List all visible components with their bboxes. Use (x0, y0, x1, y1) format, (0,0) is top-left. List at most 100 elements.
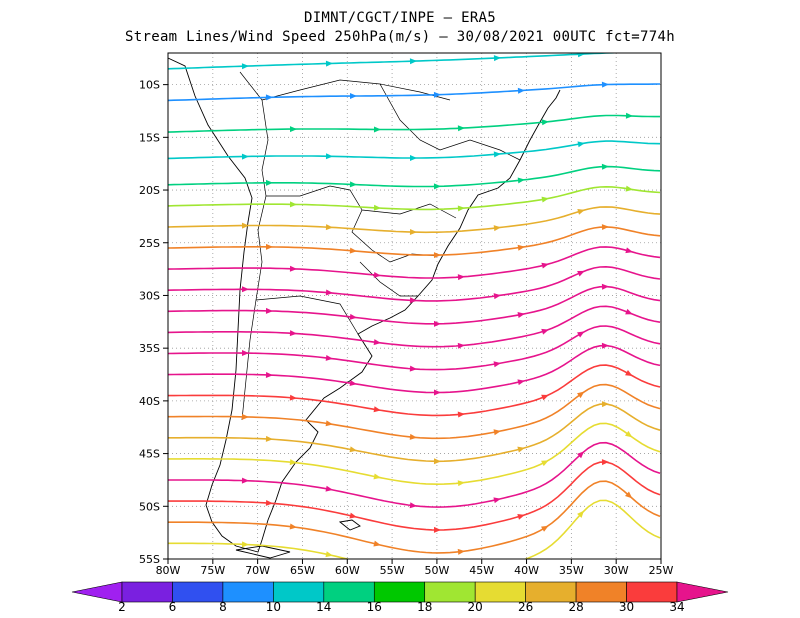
falkland-islands (338, 519, 361, 531)
colorbar-segment (575, 581, 627, 603)
flow-arrow (265, 243, 273, 250)
lat-tick-label: 50S (139, 500, 160, 513)
lat-tick-label: 55S (139, 553, 160, 566)
streamline (168, 422, 661, 486)
flow-arrow (493, 55, 501, 62)
streamline (168, 83, 661, 102)
flow-arrow (601, 401, 609, 408)
colorbar-label: 26 (518, 600, 533, 614)
flow-arrow (373, 406, 381, 413)
streamlines (168, 53, 661, 571)
flow-arrow (541, 525, 549, 532)
flow-arrow (373, 126, 381, 133)
flow-arrow (457, 480, 465, 487)
streamline (168, 226, 661, 256)
flow-arrow (493, 151, 501, 158)
flow-arrow (325, 354, 333, 361)
flow-arrow (241, 541, 249, 548)
colorbar-label: 16 (367, 600, 382, 614)
streamline (168, 305, 661, 348)
flow-arrow (433, 389, 441, 396)
flow-arrow (433, 252, 441, 259)
streamline (168, 441, 661, 508)
flow-arrow (409, 58, 417, 65)
flow-arrow (577, 510, 585, 518)
flow-arrow (289, 201, 297, 208)
flow-arrow (493, 361, 501, 368)
flow-arrow (433, 526, 441, 533)
flow-arrow (265, 435, 273, 442)
map-subtitle: Stream Lines/Wind Speed 250hPa(m/s) – 30… (125, 29, 675, 45)
streamline (168, 499, 661, 559)
flow-arrow (457, 548, 465, 555)
streamline (168, 206, 661, 234)
flow-arrow (541, 460, 549, 467)
flow-arrow (241, 153, 249, 160)
lat-tick-label: 45S (139, 448, 160, 461)
flow-arrow (493, 564, 501, 571)
streamline (168, 403, 661, 463)
flow-arrow (265, 94, 273, 101)
south-america-coastline (168, 57, 561, 553)
plot-frame (167, 52, 662, 560)
flow-arrow (409, 502, 417, 509)
streamline (168, 480, 661, 554)
lat-tick-label: 35S (139, 342, 160, 355)
flow-arrow (325, 485, 333, 492)
flow-arrow (373, 271, 381, 278)
streamline (168, 114, 660, 133)
flow-arrow (241, 222, 249, 229)
flow-arrow (625, 247, 633, 254)
flow-arrow (625, 491, 633, 499)
flow-arrow (373, 339, 381, 346)
flow-arrow (409, 365, 417, 372)
streamline (168, 344, 661, 394)
flow-arrow (349, 380, 357, 387)
flow-arrow (265, 499, 273, 506)
colorbar-segment (424, 581, 476, 603)
flow-arrow (601, 163, 609, 170)
streamline (168, 461, 661, 531)
flow-arrow (241, 63, 249, 70)
colorbar-max-arrow (676, 581, 729, 603)
flow-arrow (373, 473, 381, 480)
flow-arrow (325, 153, 333, 160)
flow-arrow (433, 91, 441, 98)
colorbar-label: 6 (169, 600, 177, 614)
coastlines (168, 57, 561, 559)
flow-arrow (265, 371, 273, 378)
flow-arrow (601, 81, 609, 88)
flow-arrow (457, 205, 465, 212)
flow-arrow (409, 433, 417, 440)
flow-arrow (577, 53, 585, 58)
flow-arrow (349, 181, 357, 188)
flow-arrow (325, 60, 333, 67)
streamline (168, 364, 661, 417)
lat-tick-label: 10S (139, 79, 160, 92)
flow-arrow (289, 126, 297, 133)
streamline (168, 246, 661, 279)
tierra-del-fuego (235, 545, 291, 559)
flow-arrow (541, 119, 549, 126)
flow-arrow (493, 429, 501, 436)
flow-arrow (349, 93, 357, 100)
flow-arrow (625, 308, 633, 315)
flow-arrow (349, 512, 357, 519)
flow-arrow (409, 297, 417, 304)
flow-arrow (517, 312, 525, 318)
flow-arrow (289, 265, 297, 272)
colorbar-label: 18 (417, 600, 432, 614)
colorbar-segment (273, 581, 325, 603)
flow-arrow (577, 451, 585, 459)
flow-arrow (517, 379, 525, 386)
flow-arrow (625, 112, 633, 119)
flow-arrow (577, 331, 585, 338)
colorbar-label: 28 (568, 600, 583, 614)
flow-arrow (457, 342, 465, 349)
flow-arrow (409, 154, 417, 161)
colorbar-segment (626, 581, 678, 603)
colorbar-segment (323, 581, 375, 603)
map-title: DIMNT/CGCT/INPE – ERA5 (303, 10, 497, 26)
flow-arrow (517, 446, 525, 453)
